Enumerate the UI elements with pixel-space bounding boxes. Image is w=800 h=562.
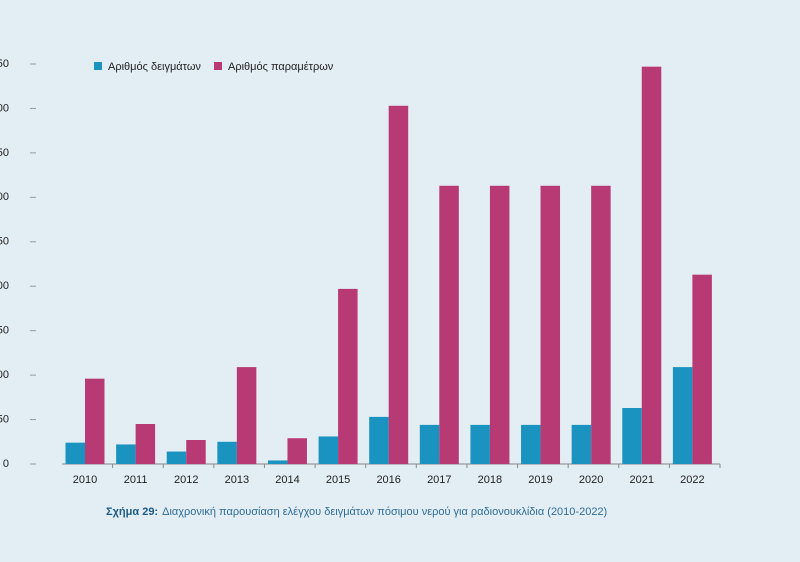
x-tick-label: 2017	[427, 474, 451, 486]
bar	[439, 185, 459, 464]
y-tick-label: 300	[0, 191, 9, 203]
bar	[338, 288, 358, 464]
bar	[571, 424, 592, 464]
bar	[489, 185, 510, 464]
x-tick-label: 2012	[174, 474, 198, 486]
bar	[388, 105, 409, 465]
y-tick-label: 150	[0, 325, 9, 337]
y-tick-label: 0	[3, 458, 9, 470]
y-tick-label: 50	[0, 413, 9, 425]
bar	[622, 408, 642, 464]
bar	[186, 440, 206, 464]
x-tick-label: 2016	[376, 474, 400, 486]
caption: Σχήμα 29: Διαχρονική παρουσίαση ελέγχου δ…	[106, 506, 607, 518]
bar	[540, 185, 561, 464]
bar	[267, 460, 288, 464]
caption-text: Διαχρονική παρουσίαση ελέγχου δειγμάτων …	[162, 506, 607, 518]
bar	[217, 441, 237, 464]
caption-label: Σχήμα 29:	[106, 506, 158, 518]
x-tick-label: 2010	[73, 474, 97, 486]
y-tick-label: 100	[0, 369, 9, 381]
legend-label: Αριθμός παραμέτρων	[228, 61, 334, 73]
x-tick-label: 2019	[528, 474, 552, 486]
bar	[166, 451, 187, 464]
bar	[369, 416, 389, 464]
legend-swatch	[94, 62, 102, 70]
bar	[135, 424, 156, 464]
legend-label: Αριθμός δειγμάτων	[108, 61, 201, 73]
x-tick-label: 2018	[478, 474, 502, 486]
x-tick-label: 2013	[225, 474, 249, 486]
legend-swatch	[214, 62, 222, 70]
x-tick-label: 2011	[124, 474, 148, 486]
bar	[236, 367, 257, 464]
bar	[287, 438, 307, 464]
x-tick-label: 2014	[275, 474, 299, 486]
y-tick-label: 250	[0, 236, 9, 248]
y-tick-label: 350	[0, 147, 9, 159]
y-tick-label: 450	[0, 58, 9, 70]
bar	[318, 436, 339, 464]
bar	[65, 442, 85, 464]
bar	[116, 444, 136, 464]
x-tick-label: 2020	[579, 474, 603, 486]
x-tick-label: 2015	[326, 474, 350, 486]
bar	[419, 424, 440, 464]
bar	[641, 66, 662, 465]
y-tick-label: 400	[0, 102, 9, 114]
bar	[85, 378, 105, 464]
x-tick-label: 2022	[680, 474, 704, 486]
bar	[470, 424, 490, 464]
x-tick-label: 2021	[630, 474, 654, 486]
bar	[591, 185, 611, 464]
bar	[692, 274, 712, 464]
bar	[672, 367, 693, 464]
y-tick-label: 200	[0, 280, 9, 292]
bar	[521, 424, 541, 464]
